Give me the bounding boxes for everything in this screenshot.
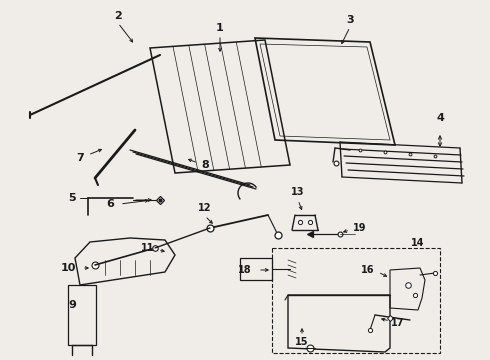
Text: 5: 5: [68, 193, 76, 203]
Text: 7: 7: [76, 153, 84, 163]
Bar: [240, 258, 272, 280]
Text: 17: 17: [391, 318, 405, 328]
Text: 4: 4: [436, 113, 444, 123]
Text: 1: 1: [216, 23, 224, 33]
Text: 6: 6: [106, 199, 114, 209]
Text: 19: 19: [353, 223, 367, 233]
Text: 18: 18: [238, 265, 252, 275]
Text: 9: 9: [68, 300, 76, 310]
Bar: [68, 285, 96, 345]
Text: 16: 16: [361, 265, 375, 275]
Text: 3: 3: [346, 15, 354, 25]
Text: 15: 15: [295, 337, 309, 347]
Text: 13: 13: [291, 187, 305, 197]
Text: 11: 11: [141, 243, 155, 253]
Text: 12: 12: [198, 203, 212, 213]
Text: 14: 14: [411, 238, 425, 248]
Text: 2: 2: [114, 11, 122, 21]
Bar: [272, 248, 440, 353]
Text: 10: 10: [60, 263, 75, 273]
Text: 8: 8: [201, 160, 209, 170]
